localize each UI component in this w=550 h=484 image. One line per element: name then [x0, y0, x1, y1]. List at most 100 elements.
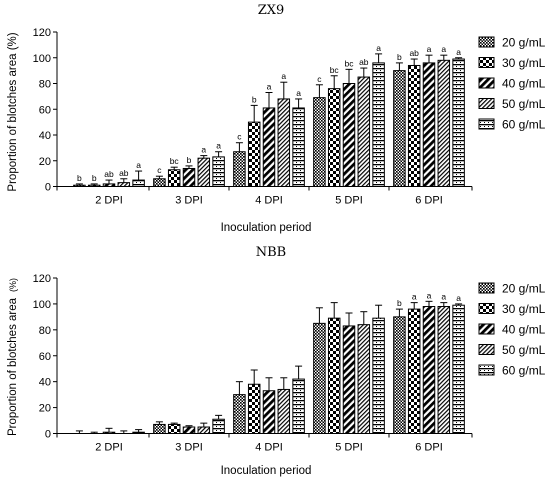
y-tick-label: 40 [39, 377, 51, 389]
significance-label: b [92, 173, 97, 183]
bar [167, 169, 181, 187]
legend-swatch [478, 77, 495, 89]
bar [357, 76, 371, 187]
significance-label: a [281, 71, 286, 81]
significance-label: b [397, 52, 402, 62]
legend-swatch [478, 344, 495, 355]
legend-swatch [478, 364, 495, 376]
y-tick-label: 40 [39, 130, 51, 142]
significance-label: bc [170, 156, 180, 166]
significance-label: b [77, 173, 82, 183]
x-tick-label: 3 DPI [175, 195, 203, 207]
legend-label: 30 g/mL [502, 56, 546, 70]
chart-panel-zx9: ZX9 Proportion of blotches area (%) 0 20 40 6… [7, 3, 546, 234]
bar [73, 184, 86, 187]
bar [437, 306, 451, 434]
bar [247, 121, 261, 187]
bar [182, 426, 196, 435]
legend-label: 20 g/mL [502, 36, 546, 50]
chart-panel-nbb: NBB Proportion of blotches area(%) 0 20 40 60… [7, 245, 546, 477]
legend-label: 60 g/mL [502, 118, 546, 132]
bar [153, 423, 166, 435]
x-tick-label: 2 DPI [95, 195, 123, 207]
bar [262, 107, 276, 187]
legend-swatch [478, 98, 495, 109]
legend-label: 20 g/mL [502, 282, 546, 296]
y-tick-label: 0 [45, 182, 51, 194]
chart-title: ZX9 [258, 3, 285, 18]
bar [342, 325, 356, 434]
significance-label: a [456, 293, 461, 303]
legend-swatch [478, 57, 495, 68]
significance-label: a [201, 145, 206, 155]
y-tick-label: 100 [33, 299, 51, 311]
x-tick-label: 4 DPI [255, 442, 283, 454]
x-tick-label: 6 DPI [415, 195, 443, 207]
legend-swatch [478, 303, 495, 314]
bar [393, 70, 406, 187]
bar [372, 317, 385, 435]
legend-label: 30 g/mL [502, 302, 546, 316]
significance-label: ab [409, 48, 419, 58]
bar [422, 62, 436, 187]
significance-label: bc [345, 58, 355, 68]
bar [262, 390, 276, 434]
legend-swatch [478, 323, 495, 335]
bar [393, 316, 406, 434]
significance-label: a [456, 47, 461, 57]
y-tick-label: 60 [39, 104, 51, 116]
y-tick-label: 120 [33, 27, 51, 39]
bar [102, 431, 116, 434]
bar [342, 83, 356, 187]
significance-label: ab [359, 57, 369, 67]
x-tick-label: 6 DPI [415, 442, 443, 454]
bar [407, 308, 421, 435]
significance-label: ab [104, 169, 114, 179]
significance-label: b [187, 155, 192, 165]
y-tick-label: 80 [39, 325, 51, 337]
x-tick-label: 3 DPI [175, 442, 203, 454]
bar [233, 151, 246, 188]
bar [277, 98, 291, 187]
y-axis-unit: (%) [8, 278, 18, 292]
bar [153, 178, 166, 187]
bar [422, 306, 436, 434]
bar [212, 418, 225, 434]
significance-label: a [412, 292, 417, 302]
legend-swatch [478, 118, 495, 130]
significance-label: a [216, 141, 221, 151]
bar [132, 431, 145, 434]
bar [437, 59, 451, 188]
bar [212, 156, 225, 187]
x-tick-label: 5 DPI [335, 195, 363, 207]
y-tick-label: 100 [33, 53, 51, 65]
significance-label: bc [330, 65, 340, 75]
y-tick-label: 20 [39, 403, 51, 415]
x-tick-label: 5 DPI [335, 442, 363, 454]
bar [117, 182, 131, 187]
bar [313, 97, 326, 187]
significance-label: b [397, 298, 402, 308]
y-tick-label: 0 [45, 429, 51, 441]
legend-swatch [478, 282, 495, 294]
x-tick-label: 2 DPI [95, 442, 123, 454]
bar [102, 183, 116, 188]
x-axis-label: Inoculation period [221, 465, 312, 477]
bar [247, 383, 261, 434]
legend-label: 50 g/mL [502, 343, 546, 357]
legend-label: 50 g/mL [502, 97, 546, 111]
bar [233, 394, 246, 434]
significance-label: a [441, 292, 446, 302]
legend-label: 60 g/mL [502, 364, 546, 378]
significance-label: a [136, 160, 141, 170]
bar [197, 157, 211, 188]
y-axis-label: Proportion of blotches area (%) [7, 32, 19, 191]
significance-label: a [296, 88, 301, 98]
bar [197, 426, 211, 435]
chart-title: NBB [256, 245, 286, 260]
bar [327, 317, 341, 435]
significance-label: a [441, 44, 446, 54]
bar [87, 184, 101, 187]
significance-label: c [317, 74, 322, 84]
